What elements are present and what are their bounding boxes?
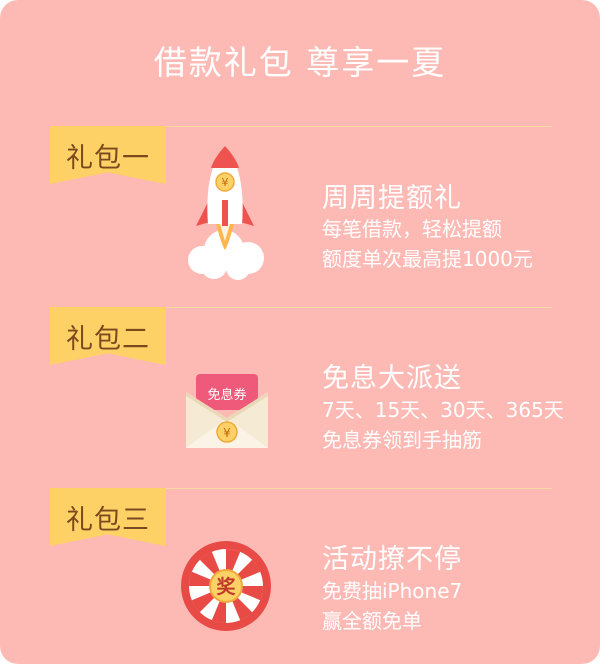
divider — [50, 126, 552, 127]
envelope-coin-symbol: ¥ — [223, 426, 231, 440]
package-1-line-2: 额度单次最高提1000元 — [322, 247, 533, 271]
prize-label: 奖 — [216, 575, 236, 598]
envelope-coupon-icon: 免息券 ¥ — [186, 374, 268, 448]
ribbon-package-1: 礼包一 — [50, 126, 166, 184]
ribbon-label: 礼包三 — [66, 505, 150, 536]
divider — [50, 488, 552, 489]
package-3-line-1: 免费抽iPhone7 — [322, 579, 463, 603]
package-1-line-1: 每笔借款，轻松提额 — [322, 217, 502, 241]
package-1-heading: 周周提额礼 — [322, 183, 462, 214]
package-3-heading: 活动撩不停 — [322, 544, 462, 575]
coupon-label: 免息券 — [207, 387, 246, 403]
ribbon-package-3: 礼包三 — [50, 488, 166, 546]
package-2-line-2: 免息券领到手抽筋 — [322, 428, 482, 452]
package-2-heading: 免息大派送 — [322, 363, 462, 394]
ribbon-label: 礼包二 — [66, 324, 150, 355]
page-title: 借款礼包 尊享一夏 — [153, 43, 447, 82]
rocket-coin-symbol: ¥ — [222, 176, 229, 189]
rocket-icon: ¥ — [188, 146, 264, 280]
ribbon-package-2: 礼包二 — [50, 307, 166, 365]
package-2-line-1: 7天、15天、30天、365天 — [322, 398, 564, 422]
divider — [50, 307, 552, 308]
prize-wheel-icon: 奖 — [181, 541, 271, 631]
ribbon-label: 礼包一 — [66, 143, 150, 174]
package-3-line-2: 赢全额免单 — [322, 609, 422, 633]
